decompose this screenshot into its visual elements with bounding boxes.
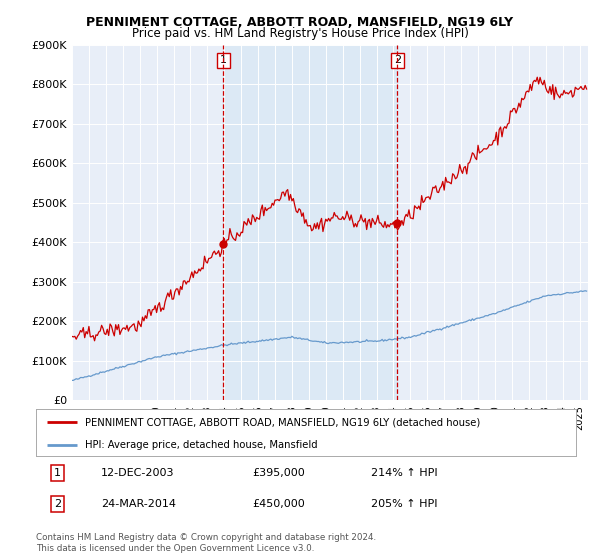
Text: PENNIMENT COTTAGE, ABBOTT ROAD, MANSFIELD, NG19 6LY: PENNIMENT COTTAGE, ABBOTT ROAD, MANSFIEL… [86,16,514,29]
Text: 24-MAR-2014: 24-MAR-2014 [101,499,176,509]
Text: Contains HM Land Registry data © Crown copyright and database right 2024.
This d: Contains HM Land Registry data © Crown c… [36,533,376,553]
Text: 1: 1 [220,55,227,66]
Text: 2: 2 [54,499,61,509]
Text: £395,000: £395,000 [252,468,305,478]
Text: Price paid vs. HM Land Registry's House Price Index (HPI): Price paid vs. HM Land Registry's House … [131,27,469,40]
Bar [223,45,397,400]
Text: PENNIMENT COTTAGE, ABBOTT ROAD, MANSFIELD, NG19 6LY (detached house): PENNIMENT COTTAGE, ABBOTT ROAD, MANSFIEL… [85,417,480,427]
Text: 1: 1 [54,468,61,478]
Text: 205% ↑ HPI: 205% ↑ HPI [371,499,437,509]
Text: £450,000: £450,000 [252,499,305,509]
Text: HPI: Average price, detached house, Mansfield: HPI: Average price, detached house, Mans… [85,440,317,450]
Text: 2: 2 [394,55,401,66]
Text: 214% ↑ HPI: 214% ↑ HPI [371,468,437,478]
Text: 12-DEC-2003: 12-DEC-2003 [101,468,175,478]
